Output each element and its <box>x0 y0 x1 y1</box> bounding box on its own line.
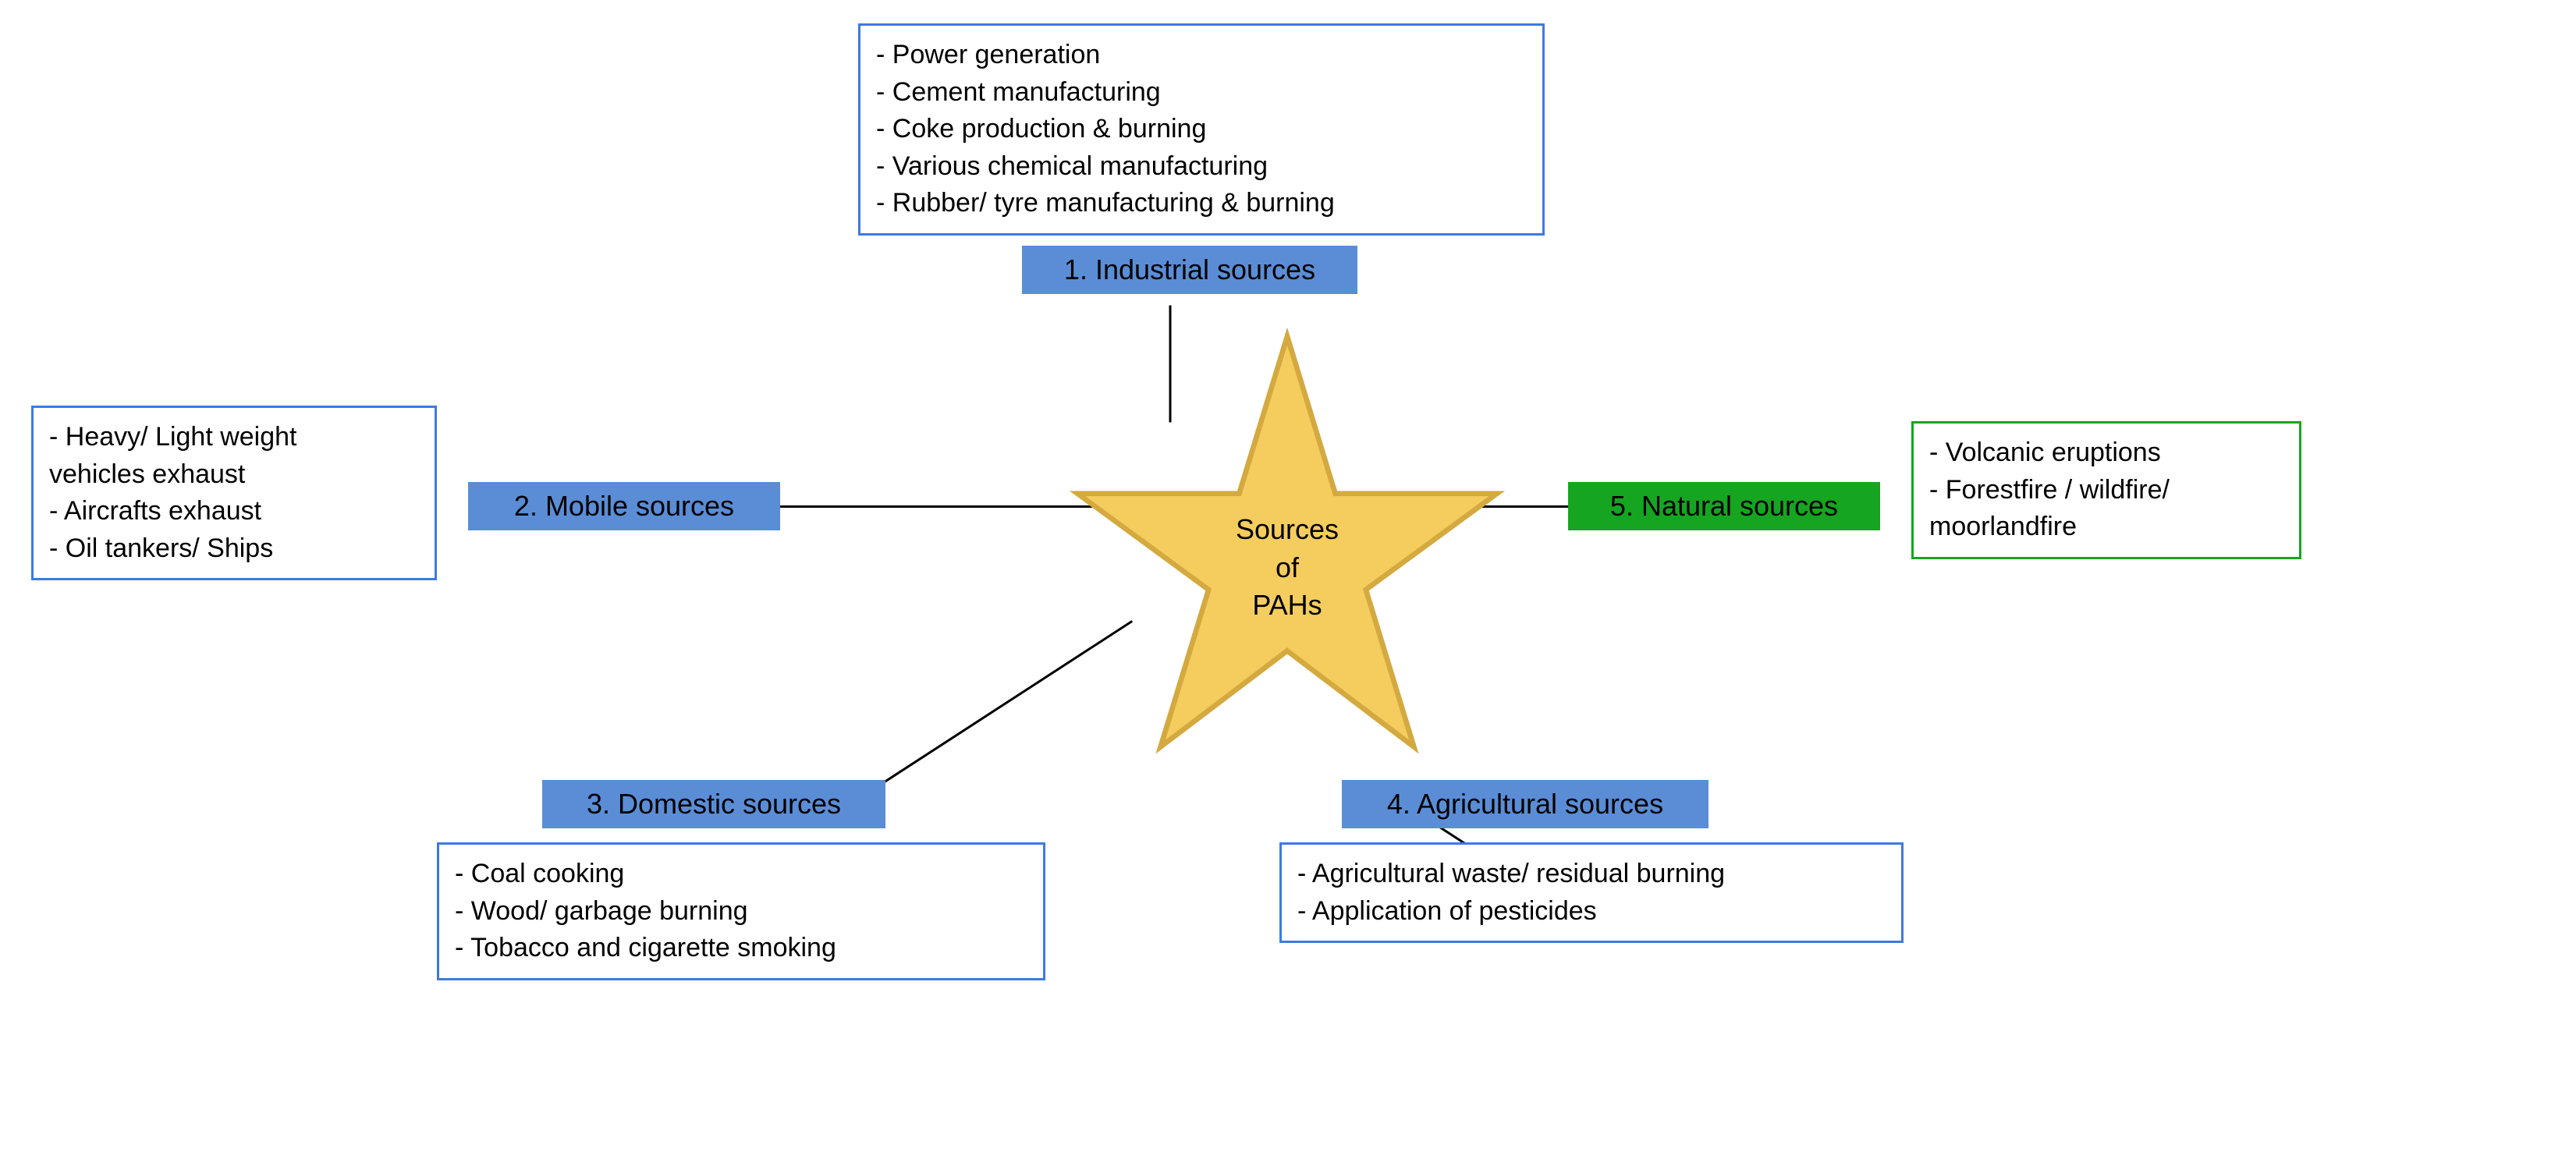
box-mobile: - Heavy/ Light weightvehicles exhaust- A… <box>31 406 437 580</box>
detail-item: - Forestfire / wildfire/ <box>1929 472 2283 509</box>
pah-sources-diagram: Sources of PAHs 1. Industrial sources 2.… <box>0 0 2576 1152</box>
detail-item: - Heavy/ Light weight <box>49 419 419 456</box>
label-agricultural: 4. Agricultural sources <box>1342 780 1708 828</box>
detail-item: - Volcanic eruptions <box>1929 434 2283 472</box>
box-agricultural: - Agricultural waste/ residual burning- … <box>1279 842 1904 943</box>
detail-item: moorlandfire <box>1929 509 2283 546</box>
label-industrial: 1. Industrial sources <box>1022 246 1357 294</box>
box-natural: - Volcanic eruptions- Forestfire / wildf… <box>1911 421 2301 559</box>
detail-item: - Various chemical manufacturing <box>876 148 1527 186</box>
label-natural: 5. Natural sources <box>1568 482 1880 530</box>
center-line3: PAHs <box>1236 587 1339 625</box>
detail-item: - Tobacco and cigarette smoking <box>455 930 1027 967</box>
detail-item: - Agricultural waste/ residual burning <box>1297 856 1886 893</box>
label-domestic: 3. Domestic sources <box>542 780 885 828</box>
detail-item: vehicles exhaust <box>49 456 419 494</box>
connector-line <box>780 505 1100 508</box>
detail-item: - Cement manufacturing <box>876 74 1527 112</box>
center-text: Sources of PAHs <box>1236 511 1339 625</box>
center-line1: Sources <box>1236 511 1339 549</box>
detail-item: - Oil tankers/ Ships <box>49 530 419 568</box>
box-industrial: - Power generation- Cement manufacturing… <box>858 23 1545 236</box>
detail-item: - Coke production & burning <box>876 111 1527 148</box>
box-domestic: - Coal cooking- Wood/ garbage burning- T… <box>437 842 1045 980</box>
detail-item: - Aircrafts exhaust <box>49 493 419 530</box>
label-mobile: 2. Mobile sources <box>468 482 780 530</box>
center-line2: of <box>1236 549 1339 587</box>
detail-item: - Coal cooking <box>455 856 1027 893</box>
center-star: Sources of PAHs <box>1069 328 1506 764</box>
detail-item: - Application of pesticides <box>1297 893 1886 930</box>
detail-item: - Rubber/ tyre manufacturing & burning <box>876 185 1527 222</box>
detail-item: - Wood/ garbage burning <box>455 893 1027 930</box>
detail-item: - Power generation <box>876 37 1527 74</box>
